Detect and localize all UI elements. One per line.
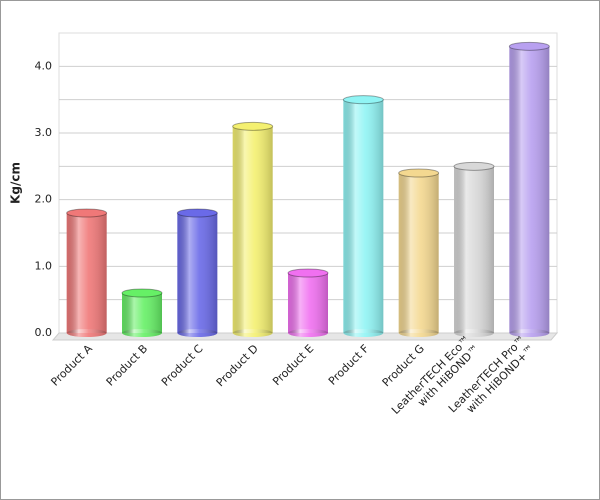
bar-top: [453, 161, 495, 171]
y-tick-label: 0.0: [35, 326, 53, 339]
bar: [342, 95, 384, 337]
bar: [398, 168, 440, 337]
y-axis-title: Kg/cm: [9, 162, 23, 204]
bar-body-shade: [66, 213, 107, 333]
bar-body-shade: [343, 99, 384, 334]
bar-body-shade: [122, 293, 162, 333]
bar-top: [121, 288, 163, 298]
bar-top: [508, 41, 550, 51]
bar: [287, 268, 329, 337]
bar-body-shade: [509, 46, 550, 333]
bar-top: [398, 168, 440, 178]
bar-body-shade: [232, 126, 273, 333]
bar-body-shade: [288, 273, 328, 333]
y-tick-label: 1.0: [35, 259, 53, 272]
bar-body-shade: [398, 173, 439, 333]
y-tick-label: 2.0: [35, 193, 53, 206]
bar: [453, 161, 495, 337]
bar: [232, 121, 274, 337]
bar: [66, 208, 108, 337]
bar-body-shade: [177, 213, 218, 333]
bar-top: [66, 208, 108, 218]
bar-top: [287, 268, 329, 278]
bar: [176, 208, 218, 337]
bar: [121, 288, 163, 337]
bar-top: [232, 121, 274, 131]
y-tick-label: 3.0: [35, 126, 53, 139]
bar-top: [176, 208, 218, 218]
y-tick-label: 4.0: [35, 59, 53, 72]
bar-body-shade: [454, 166, 494, 333]
bar: [508, 41, 550, 337]
bar-top: [342, 95, 384, 105]
